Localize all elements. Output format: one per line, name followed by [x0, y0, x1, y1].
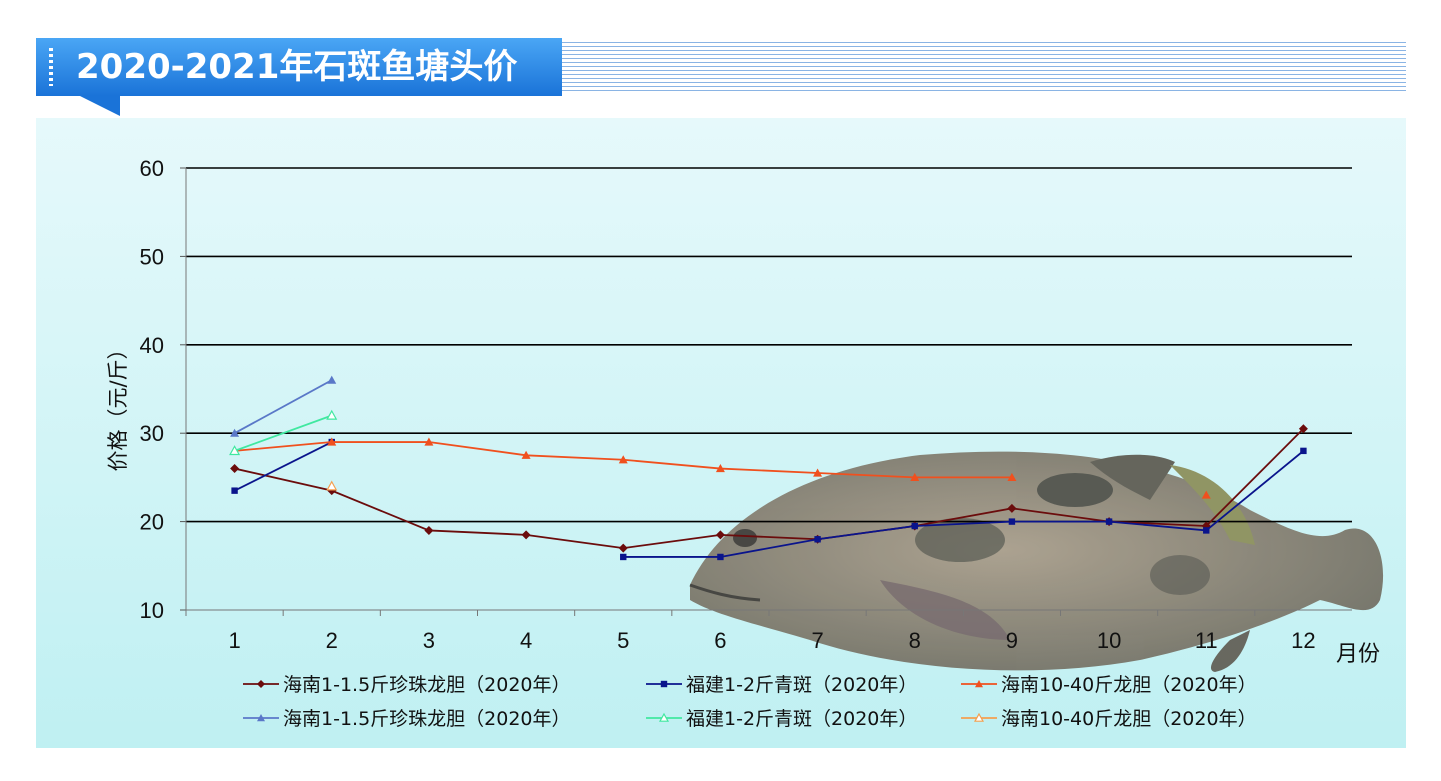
data-point-marker — [715, 530, 725, 540]
x-tick-label: 4 — [520, 628, 532, 653]
data-point-marker — [326, 480, 338, 491]
data-point-marker — [1105, 518, 1113, 525]
data-point-marker — [620, 553, 627, 561]
data-point-marker — [973, 712, 985, 722]
title-banner — [36, 38, 562, 96]
y-tick-label: 10 — [140, 598, 164, 623]
x-tick-label: 10 — [1097, 628, 1121, 653]
legend-item: 福建1-2斤青斑（2020年） — [646, 708, 917, 730]
data-point-marker — [1203, 527, 1210, 534]
data-point-marker — [521, 530, 531, 540]
y-tick-label: 50 — [140, 244, 164, 269]
y-tick-label: 20 — [140, 510, 164, 535]
series-group — [230, 375, 337, 437]
x-tick-label: 3 — [423, 628, 435, 653]
data-point-marker — [257, 714, 265, 722]
y-tick-label: 30 — [140, 421, 164, 446]
legend-item: 海南10-40斤龙胆（2020年） — [961, 708, 1257, 730]
series-line — [234, 441, 333, 492]
data-point-marker — [618, 455, 628, 464]
x-axis-title: 月份 — [1336, 641, 1380, 666]
y-axis-title: 价格（元/斤） — [106, 338, 130, 471]
data-point-marker — [1007, 472, 1017, 481]
data-point-marker — [257, 680, 265, 688]
title-dots-icon — [49, 48, 53, 86]
legend-item: 海南10-40斤龙胆（2020年） — [961, 674, 1257, 696]
data-point-marker — [424, 437, 434, 446]
legend-label: 福建1-2斤青斑（2020年） — [686, 708, 917, 730]
data-point-marker — [910, 472, 920, 481]
data-point-marker — [1008, 518, 1016, 525]
data-point-marker — [618, 543, 628, 553]
legend-item: 海南1-1.5斤珍珠龙胆（2020年） — [243, 708, 571, 730]
data-point-marker — [229, 445, 241, 456]
data-point-marker — [1007, 503, 1017, 513]
x-tick-label: 2 — [326, 628, 338, 653]
legend: 海南1-1.5斤珍珠龙胆（2020年） 福建1-2斤青斑（2020年） 海南10-4… — [243, 674, 1257, 730]
x-tick-label: 7 — [811, 628, 823, 653]
x-tick-label: 11 — [1195, 628, 1218, 653]
header-stripes — [560, 42, 1406, 92]
legend-item: 福建1-2斤青斑（2020年） — [646, 674, 917, 696]
data-point-marker — [1298, 424, 1308, 434]
data-point-marker — [1300, 447, 1307, 455]
legend-item: 海南1-1.5斤珍珠龙胆（2020年） — [243, 674, 571, 696]
data-point-marker — [326, 409, 338, 420]
series-line — [234, 379, 333, 434]
legend-label: 海南1-1.5斤珍珠龙胆（2020年） — [283, 708, 571, 730]
series-group — [229, 409, 338, 456]
y-tick-label: 60 — [140, 156, 164, 181]
y-tick-label: 40 — [140, 333, 164, 358]
data-point-marker — [911, 522, 918, 530]
x-tick-label: 9 — [1006, 628, 1018, 653]
series-group — [326, 480, 338, 491]
data-point-marker — [521, 450, 531, 459]
data-point-marker — [1201, 490, 1211, 499]
data-point-marker — [814, 536, 821, 543]
data-point-marker — [813, 468, 823, 477]
x-tick-label: 1 — [228, 628, 240, 653]
data-point-marker — [658, 712, 670, 722]
data-point-marker — [327, 375, 337, 384]
series — [229, 375, 1308, 561]
data-point-marker — [230, 464, 240, 474]
page-title: 2020-2021年石斑鱼塘头价 — [76, 47, 518, 87]
gridlines — [186, 167, 1352, 523]
series-line — [623, 450, 1304, 558]
data-point-marker — [975, 680, 983, 688]
x-tick-label: 5 — [617, 628, 629, 653]
data-point-marker — [660, 680, 668, 688]
x-tick-label: 12 — [1291, 628, 1315, 653]
legend-label: 海南10-40斤龙胆（2020年） — [1001, 674, 1257, 696]
data-point-marker — [327, 437, 337, 446]
series-line — [234, 414, 333, 452]
data-point-marker — [231, 487, 238, 494]
data-point-marker — [424, 525, 434, 535]
x-tick-label: 8 — [909, 628, 921, 653]
data-point-marker — [715, 464, 725, 473]
grouper-fish-image — [689, 451, 1384, 672]
title-banner-tail — [80, 96, 120, 116]
legend-label: 海南10-40斤龙胆（2020年） — [1001, 708, 1257, 730]
legend-label: 海南1-1.5斤珍珠龙胆（2020年） — [283, 674, 571, 696]
legend-label: 福建1-2斤青斑（2020年） — [686, 674, 917, 696]
x-tick-label: 6 — [714, 628, 726, 653]
data-point-marker — [717, 553, 724, 561]
data-point-marker — [230, 428, 240, 437]
